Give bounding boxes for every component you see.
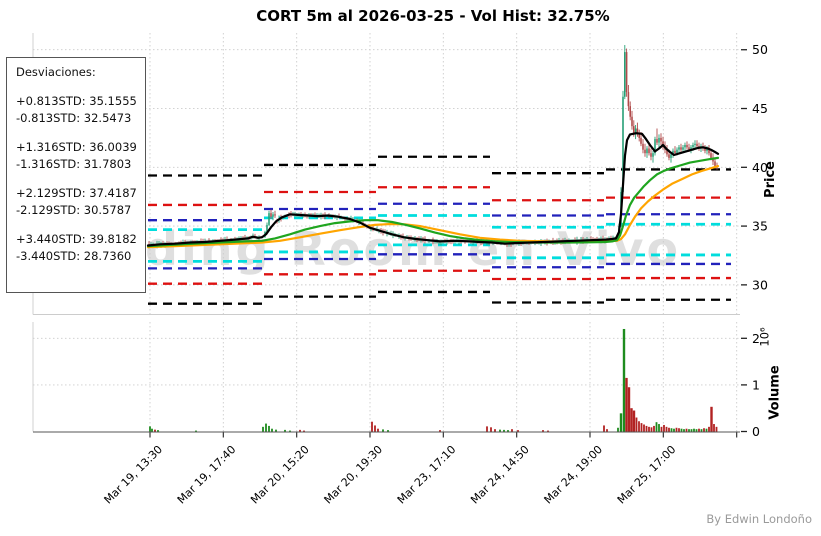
svg-text:Mar 24, 14:50: Mar 24, 14:50: [468, 443, 532, 507]
volume-axis-ticks: 0 1 2: [741, 331, 760, 439]
legend-entry: +3.440STD: 39.8182: [16, 231, 137, 246]
legend-entry: +0.813STD: 35.1555: [16, 93, 137, 108]
legend-entry: -2.129STD: 30.5787: [16, 203, 132, 217]
candlesticks: [148, 45, 718, 249]
deviation-bands: [148, 155, 731, 305]
svg-text:Mar 20, 19:30: Mar 20, 19:30: [322, 443, 386, 507]
price-axis-ticks: 30 35 40 45 50: [741, 42, 768, 292]
svg-text:0: 0: [752, 424, 760, 439]
svg-text:Mar 19, 17:40: Mar 19, 17:40: [175, 443, 239, 507]
close-price-line: [146, 132, 720, 247]
svg-text:1: 1: [752, 377, 760, 392]
svg-text:30: 30: [752, 277, 768, 292]
deviations-legend: Desviaciones: +0.813STD: 35.1555 -0.813S…: [6, 57, 146, 293]
ma-line-orange: [146, 165, 720, 249]
volume-axis-title: Volume: [767, 365, 783, 420]
volume-bars: [149, 328, 718, 432]
chart-title: CORT 5m al 2026-03-25 - Vol Hist: 32.75%: [256, 7, 610, 25]
volume-axis-multiplier: 10⁶: [757, 327, 772, 347]
legend-entry: +1.316STD: 36.0039: [16, 139, 137, 154]
volume-grid: [32, 322, 740, 432]
credit-text: By Edwin Londoño: [706, 512, 812, 526]
svg-text:40: 40: [752, 160, 768, 175]
svg-text:Mar 20, 15:20: Mar 20, 15:20: [248, 443, 312, 507]
svg-text:Mar 23, 17:10: Mar 23, 17:10: [395, 443, 459, 507]
svg-text:Mar 19, 13:30: Mar 19, 13:30: [102, 443, 166, 507]
legend-entry: -3.440STD: 28.7360: [16, 249, 132, 263]
svg-text:Mar 25, 17:00: Mar 25, 17:00: [615, 443, 679, 507]
volume-baseline: [33, 431, 740, 438]
price-axis-title: Price: [762, 161, 778, 198]
x-axis-tick-labels: Mar 19, 13:30 Mar 19, 17:40 Mar 20, 15:20 M…: [102, 443, 679, 507]
legend-entry: -0.813STD: 32.5473: [16, 111, 132, 125]
ma-line-green: [146, 156, 720, 248]
svg-text:Mar 24, 19:00: Mar 24, 19:00: [542, 443, 606, 507]
svg-text:35: 35: [752, 219, 768, 234]
legend-entry: +2.129STD: 37.4187: [16, 185, 137, 200]
svg-text:45: 45: [752, 101, 768, 116]
legend-entry: -1.316STD: 31.7803: [16, 157, 132, 171]
svg-text:2: 2: [752, 331, 760, 346]
legend-title: Desviaciones:: [16, 65, 96, 79]
svg-text:50: 50: [752, 42, 768, 57]
